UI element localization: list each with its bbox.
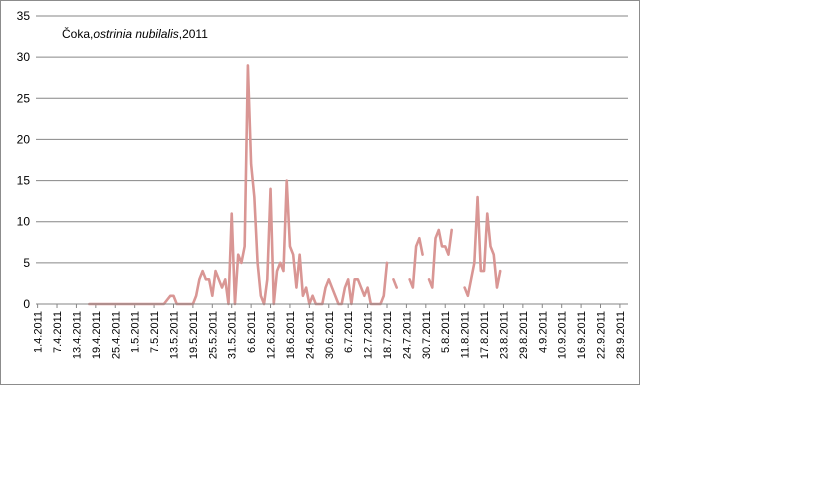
x-tick-label: 5.8.2011 [440,311,452,353]
chart-title-part-1: Čoka, [62,26,93,41]
x-tick-label: 18.6.2011 [285,311,297,359]
gridlines [36,15,628,264]
x-tick-label: 29.8.2011 [518,311,530,359]
x-tick-label: 19.5.2011 [188,311,200,359]
x-tick-label: 10.9.2011 [557,311,569,359]
x-tick-label: 17.8.2011 [479,311,491,359]
x-tick-label: 7.4.2011 [52,311,64,353]
x-tick-label: 23.8.2011 [498,311,510,359]
series-line-segment [427,228,453,289]
y-tick-label: 0 [23,297,30,311]
series-line-segment [88,64,389,306]
y-axis-ticks: 0 5 10 15 20 25 30 35 [17,9,31,311]
series-lines [88,64,502,306]
y-tick-label: 20 [17,132,31,146]
x-tick-label: 30.6.2011 [324,311,336,359]
chart-title-part-2: ostrinia nubilalis [93,27,178,41]
y-tick-label: 25 [17,91,31,105]
y-tick-label: 35 [17,9,31,23]
y-tick-label: 15 [17,174,31,188]
x-tick-label: 7.5.2011 [149,311,161,353]
x-tick-label: 18.7.2011 [382,311,394,359]
x-tick-label: 25.4.2011 [110,311,122,359]
x-tick-label: 1.4.2011 [33,311,45,353]
x-tick-label: 25.5.2011 [207,311,219,359]
x-tick-label: 24.7.2011 [401,311,413,359]
x-tick-label: 13.5.2011 [168,311,180,359]
y-tick-label: 10 [17,215,31,229]
x-tick-label: 12.7.2011 [363,311,375,359]
chart-title-part-3: ,2011 [179,27,208,41]
x-tick-label: 31.5.2011 [227,311,239,359]
x-tick-label: 22.9.2011 [596,311,608,359]
series-line-segment [463,195,502,298]
x-tick-label: 28.9.2011 [615,311,627,359]
chart-title: Čoka,ostrinia nubilalis,2011 [62,26,208,41]
x-tick-label: 19.4.2011 [91,311,103,359]
x-tick-label: 1.5.2011 [130,311,142,353]
x-tick-label: 12.6.2011 [266,311,278,359]
y-tick-label: 30 [17,50,31,64]
x-tick-label: 11.8.2011 [460,311,472,358]
x-tick-label: 6.6.2011 [246,311,258,353]
x-tick-label: 30.7.2011 [421,311,433,359]
x-tick-label: 6.7.2011 [343,311,355,353]
x-tick-label: 24.6.2011 [304,311,316,359]
x-tick-label: 4.9.2011 [537,311,549,353]
y-tick-label: 5 [23,256,30,270]
series-line-segment [392,278,399,289]
x-tick-label: 16.9.2011 [576,311,588,359]
chart-frame [0,0,640,385]
x-axis-ticks: 1.4.2011 7.4.2011 13.4.2011 19.4.2011 25.4.2… [33,304,627,359]
x-tick-label: 13.4.2011 [71,311,83,359]
